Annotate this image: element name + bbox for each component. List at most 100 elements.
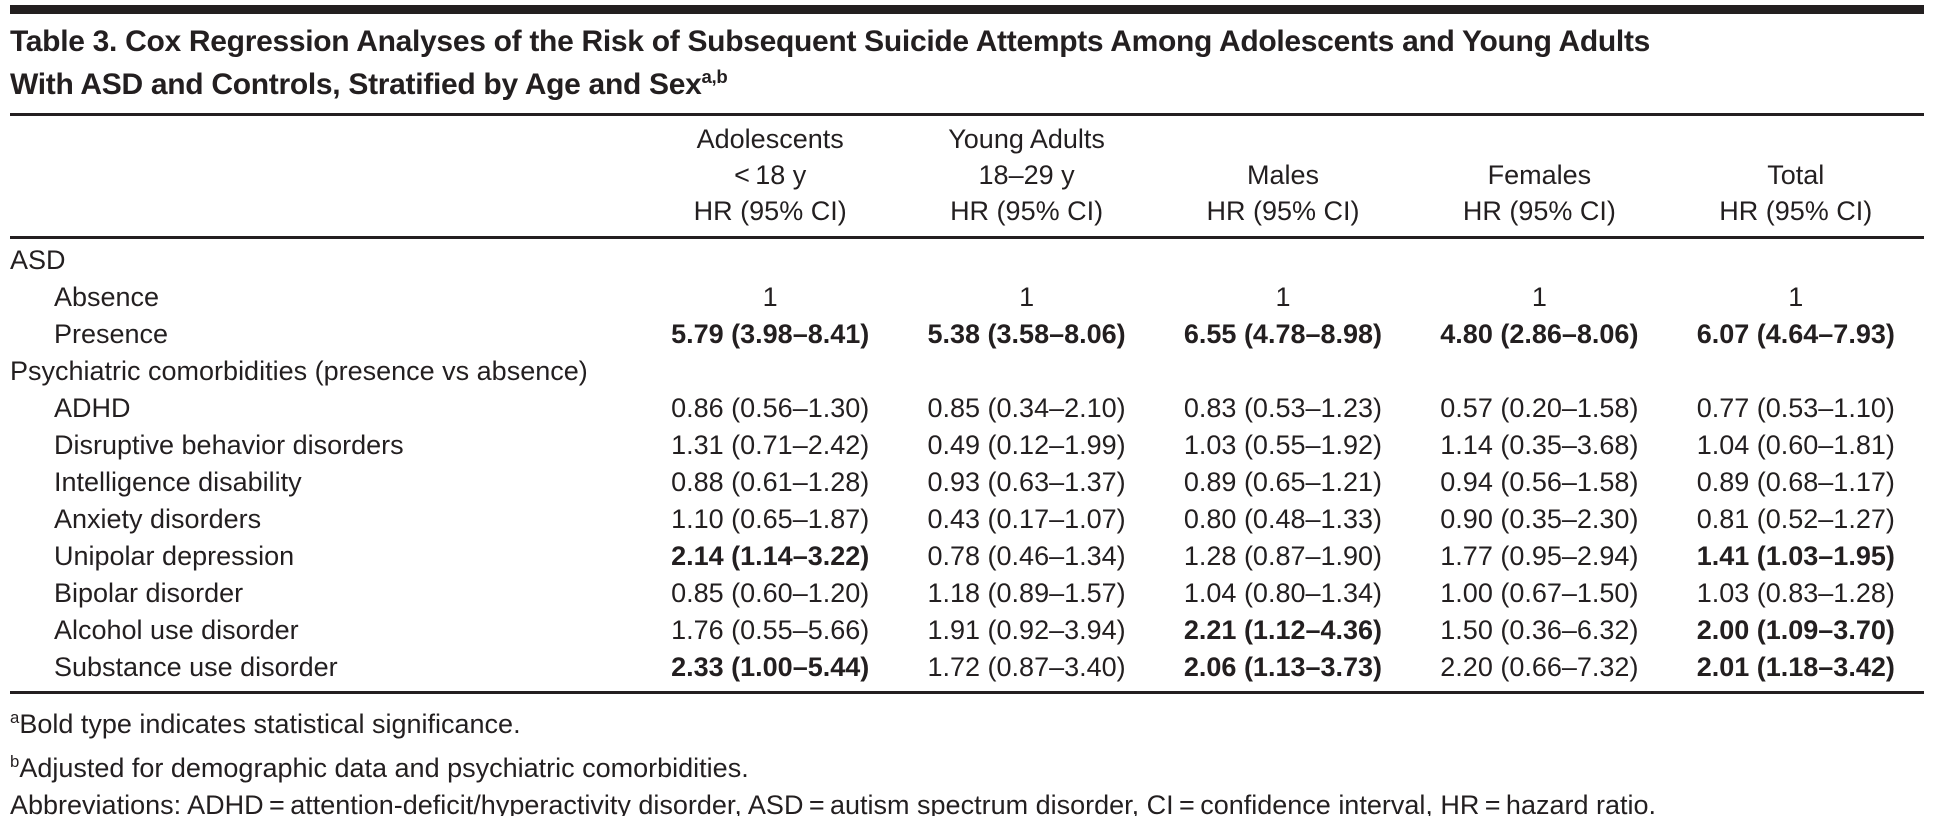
header-row: Adolescents < 18 y HR (95% CI) Young Adu… [10, 116, 1924, 239]
hr-value-cell: 2.21 (1.12–4.36) [1183, 615, 1383, 645]
hr-value-cell: 1.91 (0.92–3.94) [927, 615, 1126, 645]
hr-value-cell: 4.80 (2.86–8.06) [1440, 319, 1639, 349]
hr-value-cell: 1.77 (0.95–2.94) [1440, 541, 1639, 571]
hr-value-cell: 1.10 (0.65–1.87) [671, 504, 870, 534]
section-row: Psychiatric comorbidities (presence vs a… [10, 353, 1924, 390]
hr-value-cell: 1.72 (0.87–3.40) [927, 652, 1126, 682]
hr-value-cell: 1 [1275, 282, 1291, 312]
hr-value-cell: 2.33 (1.00–5.44) [671, 652, 870, 682]
col-header-females: Females HR (95% CI) [1411, 116, 1668, 239]
hr-value-cell [1411, 238, 1667, 280]
row-label: Disruptive behavior disorders [54, 430, 404, 460]
hr-value-cell [1411, 353, 1667, 390]
hr-value-cell: 0.77 (0.53–1.10) [1696, 393, 1895, 423]
section-row: ASD [10, 238, 1924, 280]
hr-value-cell: 2.06 (1.13–3.73) [1183, 652, 1383, 682]
table-row: Bipolar disorder 0.85 (0.60–1.20) 1.18 (0.… [10, 575, 1924, 612]
hr-value-cell: 1.31 (0.71–2.42) [671, 430, 870, 460]
row-label: Anxiety disorders [54, 504, 262, 534]
hr-value-cell: 1.04 (0.80–1.34) [1183, 578, 1383, 608]
col-header-sex-label: Females [1487, 160, 1592, 190]
hr-value-cell [642, 238, 898, 280]
footnote-marker: a [10, 708, 20, 727]
header-label-spacer [10, 116, 642, 239]
hr-value-cell: 2.14 (1.14–3.22) [671, 541, 870, 571]
hr-value-cell: 5.38 (3.58–8.06) [927, 319, 1126, 349]
table-footnotes: aBold type indicates statistical signifi… [10, 699, 1924, 816]
col-header-adolescents: Adolescents < 18 y HR (95% CI) [642, 116, 899, 239]
hr-value-cell: 0.93 (0.63–1.37) [927, 467, 1126, 497]
row-label: ASD [10, 245, 66, 275]
hr-value-cell: 1.03 (0.83–1.28) [1696, 578, 1895, 608]
col-header-sex-label: Males [1246, 160, 1319, 190]
hr-value-cell: 0.86 (0.56–1.30) [671, 393, 870, 423]
col-header-group-label [1155, 121, 1411, 157]
hr-value-cell: 6.07 (4.64–7.93) [1696, 319, 1895, 349]
table-row: Unipolar depression 2.14 (1.14–3.22) 0.78 … [10, 538, 1924, 575]
row-label: Unipolar depression [54, 541, 295, 571]
hr-value-cell [1155, 238, 1411, 280]
col-header-males: Males HR (95% CI) [1154, 116, 1412, 239]
table-top-bar [10, 5, 1924, 14]
hr-value-cell: 1.28 (0.87–1.90) [1183, 541, 1383, 571]
hr-value-cell: 1.14 (0.35–3.68) [1440, 430, 1639, 460]
hr-value-cell: 1 [1531, 282, 1547, 312]
table-row: Absence 1 1 1 1 1 [10, 279, 1924, 316]
hr-value-cell: 1 [1019, 282, 1035, 312]
hr-value-cell: 1.50 (0.36–6.32) [1440, 615, 1639, 645]
hr-value-cell: 0.49 (0.12–1.99) [927, 430, 1126, 460]
row-label: Absence [54, 282, 160, 312]
hr-value-cell [898, 353, 1154, 390]
col-header-young-adults: Young Adults 18–29 y HR (95% CI) [898, 116, 1155, 239]
col-header-group-label [1668, 121, 1924, 157]
hr-value-cell: 1.04 (0.60–1.81) [1696, 430, 1895, 460]
footnote-marker: b [10, 752, 20, 771]
hr-value-cell: 1 [762, 282, 778, 312]
col-header-age-range: < 18 y [734, 160, 807, 190]
hr-value-cell: 0.83 (0.53–1.23) [1183, 393, 1383, 423]
col-header-group-label: Adolescents [696, 124, 844, 154]
table-row: Presence 5.79 (3.98–8.41) 5.38 (3.58–8.06)… [10, 316, 1924, 353]
hr-value-cell: 1.76 (0.55–5.66) [671, 615, 870, 645]
title-divider-rule [10, 113, 1924, 116]
table-title-footnote-marker: a,b [701, 66, 728, 87]
col-header-group-label: Young Adults [948, 124, 1105, 154]
table-row: Substance use disorder 2.33 (1.00–5.44) 1.… [10, 649, 1924, 693]
col-header-stat-label: HR (95% CI) [693, 196, 847, 226]
hr-value-cell: 0.90 (0.35–2.30) [1440, 504, 1639, 534]
row-label: Intelligence disability [54, 467, 302, 497]
hr-value-cell: 1.41 (1.03–1.95) [1696, 541, 1895, 571]
hr-value-cell: 0.85 (0.60–1.20) [671, 578, 870, 608]
hr-value-cell: 0.88 (0.61–1.28) [671, 467, 870, 497]
row-label: Presence [54, 319, 169, 349]
table-row: Anxiety disorders 1.10 (0.65–1.87) 0.43 (0… [10, 501, 1924, 538]
hr-value-cell: 0.80 (0.48–1.33) [1183, 504, 1383, 534]
hr-value-cell: 6.55 (4.78–8.98) [1183, 319, 1383, 349]
cox-regression-table: Adolescents < 18 y HR (95% CI) Young Adu… [10, 116, 1924, 694]
hr-value-cell: 1.18 (0.89–1.57) [927, 578, 1126, 608]
hr-value-cell: 0.57 (0.20–1.58) [1440, 393, 1639, 423]
row-label: Psychiatric comorbidities (presence vs a… [10, 356, 588, 386]
col-header-group-label [1411, 121, 1667, 157]
col-header-total: Total HR (95% CI) [1667, 116, 1924, 239]
row-label: ADHD [54, 393, 131, 423]
col-header-stat-label: HR (95% CI) [1719, 196, 1873, 226]
col-header-stat-label: HR (95% CI) [1462, 196, 1616, 226]
hr-value-cell: 1.03 (0.55–1.92) [1183, 430, 1383, 460]
table-title-line1: Table 3. Cox Regression Analyses of the … [10, 25, 1651, 58]
col-header-stat-label: HR (95% CI) [950, 196, 1104, 226]
col-header-stat-label: HR (95% CI) [1206, 196, 1360, 226]
table-title-line2: With ASD and Controls, Stratified by Age… [10, 68, 702, 101]
col-header-sex-label: Total [1767, 160, 1825, 190]
hr-value-cell: 2.00 (1.09–3.70) [1696, 615, 1895, 645]
footnote-a: aBold type indicates statistical signifi… [10, 708, 521, 739]
hr-value-cell: 0.78 (0.46–1.34) [927, 541, 1126, 571]
table-row: Alcohol use disorder 1.76 (0.55–5.66) 1.91… [10, 612, 1924, 649]
table-body: ASD Absence 1 1 1 1 1 Presence 5.79 (3.98–8.41) 5… [10, 238, 1924, 693]
hr-value-cell [1668, 353, 1924, 390]
footnote-abbreviations: Abbreviations: ADHD = attention-deficit/… [10, 790, 1657, 816]
hr-value-cell [1668, 238, 1924, 280]
hr-value-cell: 0.43 (0.17–1.07) [927, 504, 1126, 534]
hr-value-cell: 1 [1788, 282, 1804, 312]
hr-value-cell: 1.00 (0.67–1.50) [1440, 578, 1639, 608]
